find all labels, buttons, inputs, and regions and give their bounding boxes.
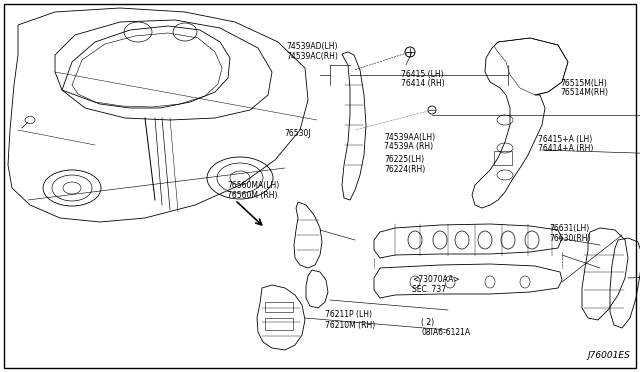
Text: 76530J: 76530J — [284, 129, 311, 138]
Text: 76560M (RH): 76560M (RH) — [227, 191, 278, 200]
Text: 74539A (RH): 74539A (RH) — [384, 142, 433, 151]
Text: J76001ES: J76001ES — [587, 351, 630, 360]
Text: 76211P (LH): 76211P (LH) — [325, 310, 372, 319]
Text: 76631(LH): 76631(LH) — [549, 224, 589, 233]
Text: 74539AA(LH): 74539AA(LH) — [384, 133, 435, 142]
Text: ( 2): ( 2) — [421, 318, 435, 327]
Text: 76415 (LH): 76415 (LH) — [401, 70, 444, 78]
Text: 76414 (RH): 76414 (RH) — [401, 79, 444, 88]
Text: 76210M (RH): 76210M (RH) — [325, 321, 376, 330]
Bar — [494, 151, 512, 165]
Text: 74539AD(LH): 74539AD(LH) — [287, 42, 338, 51]
Text: SEC. 737: SEC. 737 — [412, 285, 446, 294]
Text: 76225(LH): 76225(LH) — [384, 155, 424, 164]
Bar — [265, 318, 293, 330]
Text: 76514M(RH): 76514M(RH) — [561, 89, 609, 97]
Text: 76515M(LH): 76515M(LH) — [561, 79, 607, 88]
Text: 76414+A (RH): 76414+A (RH) — [538, 144, 593, 153]
Text: 08IA6-6121A: 08IA6-6121A — [421, 328, 470, 337]
Bar — [265, 302, 293, 312]
Text: 76630(RH): 76630(RH) — [549, 234, 591, 243]
Text: 76224(RH): 76224(RH) — [384, 165, 425, 174]
Text: 76415+A (LH): 76415+A (LH) — [538, 135, 592, 144]
Text: <73070AA>: <73070AA> — [412, 275, 460, 284]
Text: 76560MA(LH): 76560MA(LH) — [227, 181, 280, 190]
Text: 74539AC(RH): 74539AC(RH) — [287, 52, 339, 61]
